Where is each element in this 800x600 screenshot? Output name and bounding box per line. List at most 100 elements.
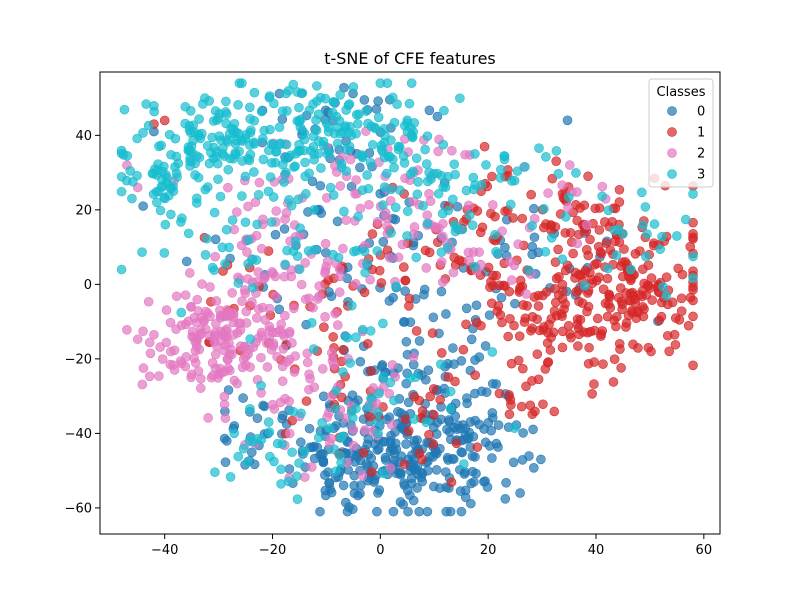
scatter-point-class-3 bbox=[274, 122, 285, 133]
scatter-point-class-0 bbox=[487, 408, 498, 418]
scatter-point-class-2 bbox=[207, 358, 218, 368]
scatter-point-class-0 bbox=[238, 393, 248, 403]
scatter-point-class-0 bbox=[481, 387, 492, 397]
scatter-point-class-3 bbox=[499, 151, 510, 161]
x-tick-label: 20 bbox=[480, 543, 497, 558]
scatter-point-class-2 bbox=[251, 313, 262, 323]
scatter-point-class-2 bbox=[247, 297, 257, 307]
scatter-point-class-1 bbox=[490, 211, 500, 222]
scatter-point-class-3 bbox=[277, 106, 288, 116]
scatter-point-class-3 bbox=[375, 78, 386, 88]
scatter-point-class-3 bbox=[202, 182, 213, 192]
plot-frame bbox=[99, 71, 721, 535]
legend-items: 0 1 2 3 bbox=[667, 105, 705, 183]
scatter-point-class-2 bbox=[393, 252, 404, 263]
scatter-point-class-3 bbox=[249, 87, 260, 98]
scatter-point-class-3 bbox=[346, 300, 357, 311]
scatter-point-class-2 bbox=[308, 302, 318, 313]
scatter-point-class-0 bbox=[458, 420, 468, 430]
scatter-point-class-0 bbox=[279, 224, 290, 234]
scatter-point-class-1 bbox=[411, 326, 422, 336]
scatter-point-class-1 bbox=[526, 325, 536, 336]
scatter-point-class-0 bbox=[528, 424, 538, 435]
scatter-point-class-3 bbox=[224, 129, 235, 139]
scatter-point-class-2 bbox=[138, 363, 149, 373]
scatter-point-class-1 bbox=[450, 376, 460, 387]
scatter-point-class-3 bbox=[263, 186, 274, 197]
scatter-point-class-3 bbox=[365, 157, 376, 168]
scatter-point-class-3 bbox=[276, 464, 286, 475]
scatter-point-class-1 bbox=[589, 379, 599, 389]
scatter-point-class-2 bbox=[277, 361, 288, 372]
scatter-point-class-2 bbox=[372, 216, 383, 227]
scatter-point-class-3 bbox=[245, 404, 255, 414]
scatter-point-class-0 bbox=[456, 447, 467, 457]
scatter-point-class-3 bbox=[127, 193, 137, 204]
scatter-point-class-3 bbox=[440, 182, 451, 193]
scatter-point-class-3 bbox=[496, 164, 506, 175]
scatter-point-class-1 bbox=[367, 229, 378, 239]
scatter-point-class-3 bbox=[243, 235, 254, 245]
scatter-point-class-3 bbox=[299, 446, 310, 457]
scatter-point-class-3 bbox=[421, 159, 432, 169]
scatter-point-class-2 bbox=[338, 243, 348, 254]
scatter-point-class-2 bbox=[284, 326, 295, 337]
scatter-point-class-3 bbox=[329, 97, 339, 107]
scatter-point-class-1 bbox=[654, 315, 665, 326]
scatter-point-class-2 bbox=[572, 187, 582, 197]
scatter-point-class-1 bbox=[538, 222, 549, 233]
scatter-point-class-2 bbox=[357, 470, 368, 481]
scatter-point-class-3 bbox=[233, 451, 244, 462]
scatter-point-class-1 bbox=[643, 281, 654, 291]
scatter-point-class-2 bbox=[387, 360, 398, 370]
chart-title: t-SNE of CFE features bbox=[324, 49, 496, 68]
scatter-point-class-2 bbox=[144, 337, 155, 348]
scatter-point-class-0 bbox=[419, 284, 430, 295]
scatter-point-class-2 bbox=[506, 275, 517, 285]
scatter-point-class-2 bbox=[132, 334, 143, 345]
scatter-point-class-3 bbox=[225, 472, 236, 482]
scatter-point-class-1 bbox=[366, 467, 377, 477]
scatter-point-class-3 bbox=[292, 251, 303, 262]
scatter-point-class-2 bbox=[280, 310, 290, 321]
scatter-point-class-3 bbox=[185, 161, 195, 171]
scatter-point-class-2 bbox=[256, 352, 266, 363]
scatter-point-class-3 bbox=[563, 192, 574, 203]
scatter-point-class-0 bbox=[436, 286, 447, 297]
scatter-point-class-3 bbox=[449, 220, 460, 230]
scatter-point-class-3 bbox=[216, 135, 226, 145]
scatter-point-class-1 bbox=[551, 156, 562, 166]
scatter-point-class-3 bbox=[259, 125, 270, 136]
scatter-point-class-2 bbox=[239, 342, 249, 352]
scatter-point-class-2 bbox=[272, 351, 282, 362]
scatter-point-class-0 bbox=[529, 232, 540, 243]
scatter-point-class-2 bbox=[385, 463, 396, 473]
scatter-point-class-1 bbox=[688, 285, 698, 295]
scatter-point-class-3 bbox=[476, 180, 487, 190]
scatter-point-class-2 bbox=[232, 207, 242, 217]
scatter-point-class-2 bbox=[300, 294, 311, 305]
scatter-point-class-3 bbox=[373, 407, 383, 418]
scatter-point-class-3 bbox=[637, 187, 647, 198]
scatter-point-class-3 bbox=[311, 115, 321, 126]
scatter-point-class-2 bbox=[317, 364, 328, 374]
scatter-point-class-2 bbox=[241, 306, 251, 317]
scatter-point-class-3 bbox=[211, 152, 221, 162]
scatter-point-class-1 bbox=[664, 346, 675, 357]
scatter-point-class-3 bbox=[321, 118, 332, 129]
scatter-point-class-0 bbox=[384, 296, 395, 306]
scatter-point-class-0 bbox=[515, 488, 525, 498]
legend-label-2: 2 bbox=[697, 147, 705, 162]
scatter-point-class-3 bbox=[288, 406, 298, 417]
scatter-point-class-3 bbox=[335, 450, 345, 461]
scatter-point-class-1 bbox=[587, 389, 597, 399]
scatter-point-class-0 bbox=[518, 428, 528, 438]
scatter-point-class-3 bbox=[351, 332, 361, 343]
y-tick-label: −40 bbox=[65, 427, 92, 442]
scatter-point-class-0 bbox=[471, 300, 482, 311]
scatter-point-class-2 bbox=[288, 303, 299, 314]
scatter-point-class-3 bbox=[655, 244, 665, 254]
scatter-point-class-2 bbox=[242, 247, 252, 257]
scatter-point-class-1 bbox=[550, 297, 561, 308]
scatter-point-class-3 bbox=[191, 198, 202, 208]
